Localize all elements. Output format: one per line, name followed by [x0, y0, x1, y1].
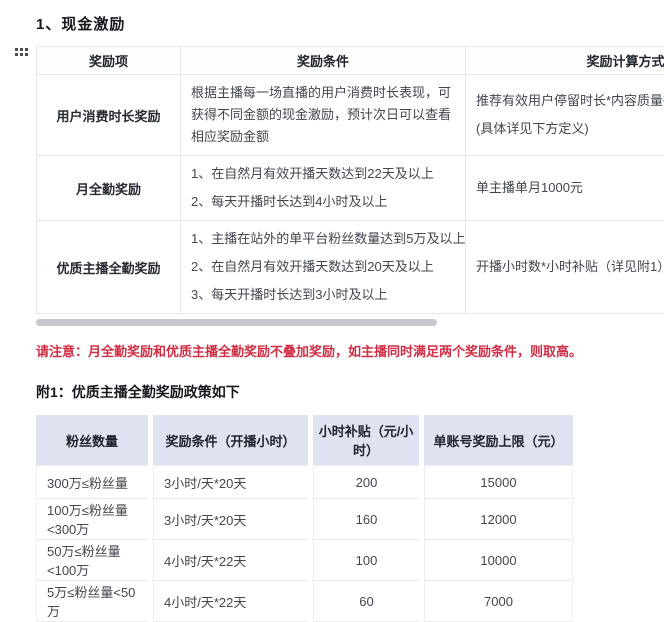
cell-fans-count: 100万≤粉丝量<300万 [36, 498, 148, 539]
cell-condition-hours: 3小时/天*20天 [153, 498, 308, 539]
header-cell-reward-item: 奖励项 [37, 47, 181, 75]
notice-text: 请注意：月全勤奖励和优质主播全勤奖励不叠加奖励，如主播同时满足两个奖励条件，则取… [36, 341, 664, 360]
incentive-table: 奖励项 奖励条件 奖励计算方式 用户消费时长奖励 根据主播每一场直播的用户消费时… [36, 46, 664, 314]
calc-text: 推荐有效用户停留时长*内容质量得分 [476, 87, 664, 115]
cell-reward-cap: 7000 [424, 580, 573, 622]
cell-condition-hours: 3小时/天*20天 [153, 465, 308, 498]
section-heading: 1、现金激励 [36, 13, 664, 34]
header-cell-reward-cap: 单账号奖励上限（元） [424, 415, 573, 465]
condition-text: 2、每天开播时长达到4小时及以上 [191, 188, 455, 216]
condition-text: 1、主播在站外的单平台粉丝数量达到5万及以上的； [191, 225, 455, 253]
cell-hour-subsidy: 160 [313, 498, 419, 539]
header-cell-reward-calculation: 奖励计算方式 [466, 47, 664, 75]
table-row: 用户消费时长奖励 根据主播每一场直播的用户消费时长表现，可获得不同金额的现金激励… [37, 75, 664, 156]
cell-hour-subsidy: 100 [313, 539, 419, 580]
cell-reward-cap: 15000 [424, 465, 573, 498]
cell-condition-hours: 4小时/天*22天 [153, 539, 308, 580]
cell-reward-calculation: 推荐有效用户停留时长*内容质量得分 (具体详见下方定义) [466, 75, 664, 156]
condition-text: 3、每天开播时长达到3小时及以上 [191, 281, 455, 309]
cell-reward-calculation: 单主播单月1000元 [466, 156, 664, 221]
appendix-heading: 附1：优质主播全勤奖励政策如下 [36, 382, 664, 402]
table-row: 月全勤奖励 1、在自然月有效开播天数达到22天及以上 2、每天开播时长达到4小时… [37, 156, 664, 221]
condition-text: 1、在自然月有效开播天数达到22天及以上 [191, 160, 455, 188]
incentive-table-viewport: 奖励项 奖励条件 奖励计算方式 用户消费时长奖励 根据主播每一场直播的用户消费时… [36, 46, 664, 314]
cell-reward-condition: 1、主播在站外的单平台粉丝数量达到5万及以上的； 2、在自然月有效开播天数达到2… [181, 221, 466, 314]
cell-fans-count: 50万≤粉丝量<100万 [36, 539, 148, 580]
cell-fans-count: 300万≤粉丝量 [36, 465, 148, 498]
drag-handle-icon[interactable] [15, 48, 30, 59]
table-row: 300万≤粉丝量 3小时/天*20天 200 15000 [36, 465, 573, 498]
cell-reward-condition: 1、在自然月有效开播天数达到22天及以上 2、每天开播时长达到4小时及以上 [181, 156, 466, 221]
cell-reward-calculation: 开播小时数*小时补贴（详见附1） [466, 221, 664, 314]
cell-condition-hours: 4小时/天*22天 [153, 580, 308, 622]
cell-reward-item: 优质主播全勤奖励 [37, 221, 181, 314]
table-row: 50万≤粉丝量<100万 4小时/天*22天 100 10000 [36, 539, 573, 580]
cell-hour-subsidy: 60 [313, 580, 419, 622]
horizontal-scrollbar-thumb[interactable] [36, 319, 437, 326]
table-header-row: 粉丝数量 奖励条件（开播小时） 小时补贴（元/小时） 单账号奖励上限（元） [36, 415, 573, 465]
header-cell-fans-count: 粉丝数量 [36, 415, 148, 465]
header-cell-hour-subsidy: 小时补贴（元/小时） [313, 415, 419, 465]
header-cell-reward-condition: 奖励条件 [181, 47, 466, 75]
calc-text: 单主播单月1000元 [476, 174, 664, 202]
calc-text: (具体详见下方定义) [476, 115, 664, 143]
appendix-table: 粉丝数量 奖励条件（开播小时） 小时补贴（元/小时） 单账号奖励上限（元） 30… [31, 415, 578, 622]
cell-reward-cap: 10000 [424, 539, 573, 580]
table-row: 5万≤粉丝量<50万 4小时/天*22天 60 7000 [36, 580, 573, 622]
cell-fans-count: 5万≤粉丝量<50万 [36, 580, 148, 622]
cell-reward-condition: 根据主播每一场直播的用户消费时长表现，可获得不同金额的现金激励，预计次日可以查看… [181, 75, 466, 156]
table-header-row: 奖励项 奖励条件 奖励计算方式 [37, 47, 664, 75]
table-row: 100万≤粉丝量<300万 3小时/天*20天 160 12000 [36, 498, 573, 539]
cell-hour-subsidy: 200 [313, 465, 419, 498]
header-cell-condition-hours: 奖励条件（开播小时） [153, 415, 308, 465]
condition-text: 根据主播每一场直播的用户消费时长表现，可获得不同金额的现金激励，预计次日可以查看… [191, 79, 455, 151]
condition-text: 2、在自然月有效开播天数达到20天及以上 [191, 253, 455, 281]
cell-reward-item: 月全勤奖励 [37, 156, 181, 221]
cell-reward-item: 用户消费时长奖励 [37, 75, 181, 156]
cell-reward-cap: 12000 [424, 498, 573, 539]
calc-text: 开播小时数*小时补贴（详见附1） [476, 253, 664, 281]
table-row: 优质主播全勤奖励 1、主播在站外的单平台粉丝数量达到5万及以上的； 2、在自然月… [37, 221, 664, 314]
